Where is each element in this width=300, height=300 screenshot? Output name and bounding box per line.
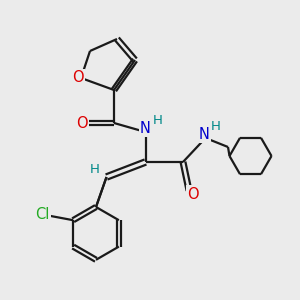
Text: N: N <box>199 127 209 142</box>
Text: H: H <box>90 163 99 176</box>
Text: O: O <box>76 116 88 130</box>
Text: O: O <box>72 70 84 86</box>
Text: H: H <box>153 114 163 127</box>
Text: H: H <box>211 120 221 133</box>
Text: Cl: Cl <box>35 207 50 222</box>
Text: N: N <box>140 121 151 136</box>
Text: O: O <box>187 187 198 202</box>
